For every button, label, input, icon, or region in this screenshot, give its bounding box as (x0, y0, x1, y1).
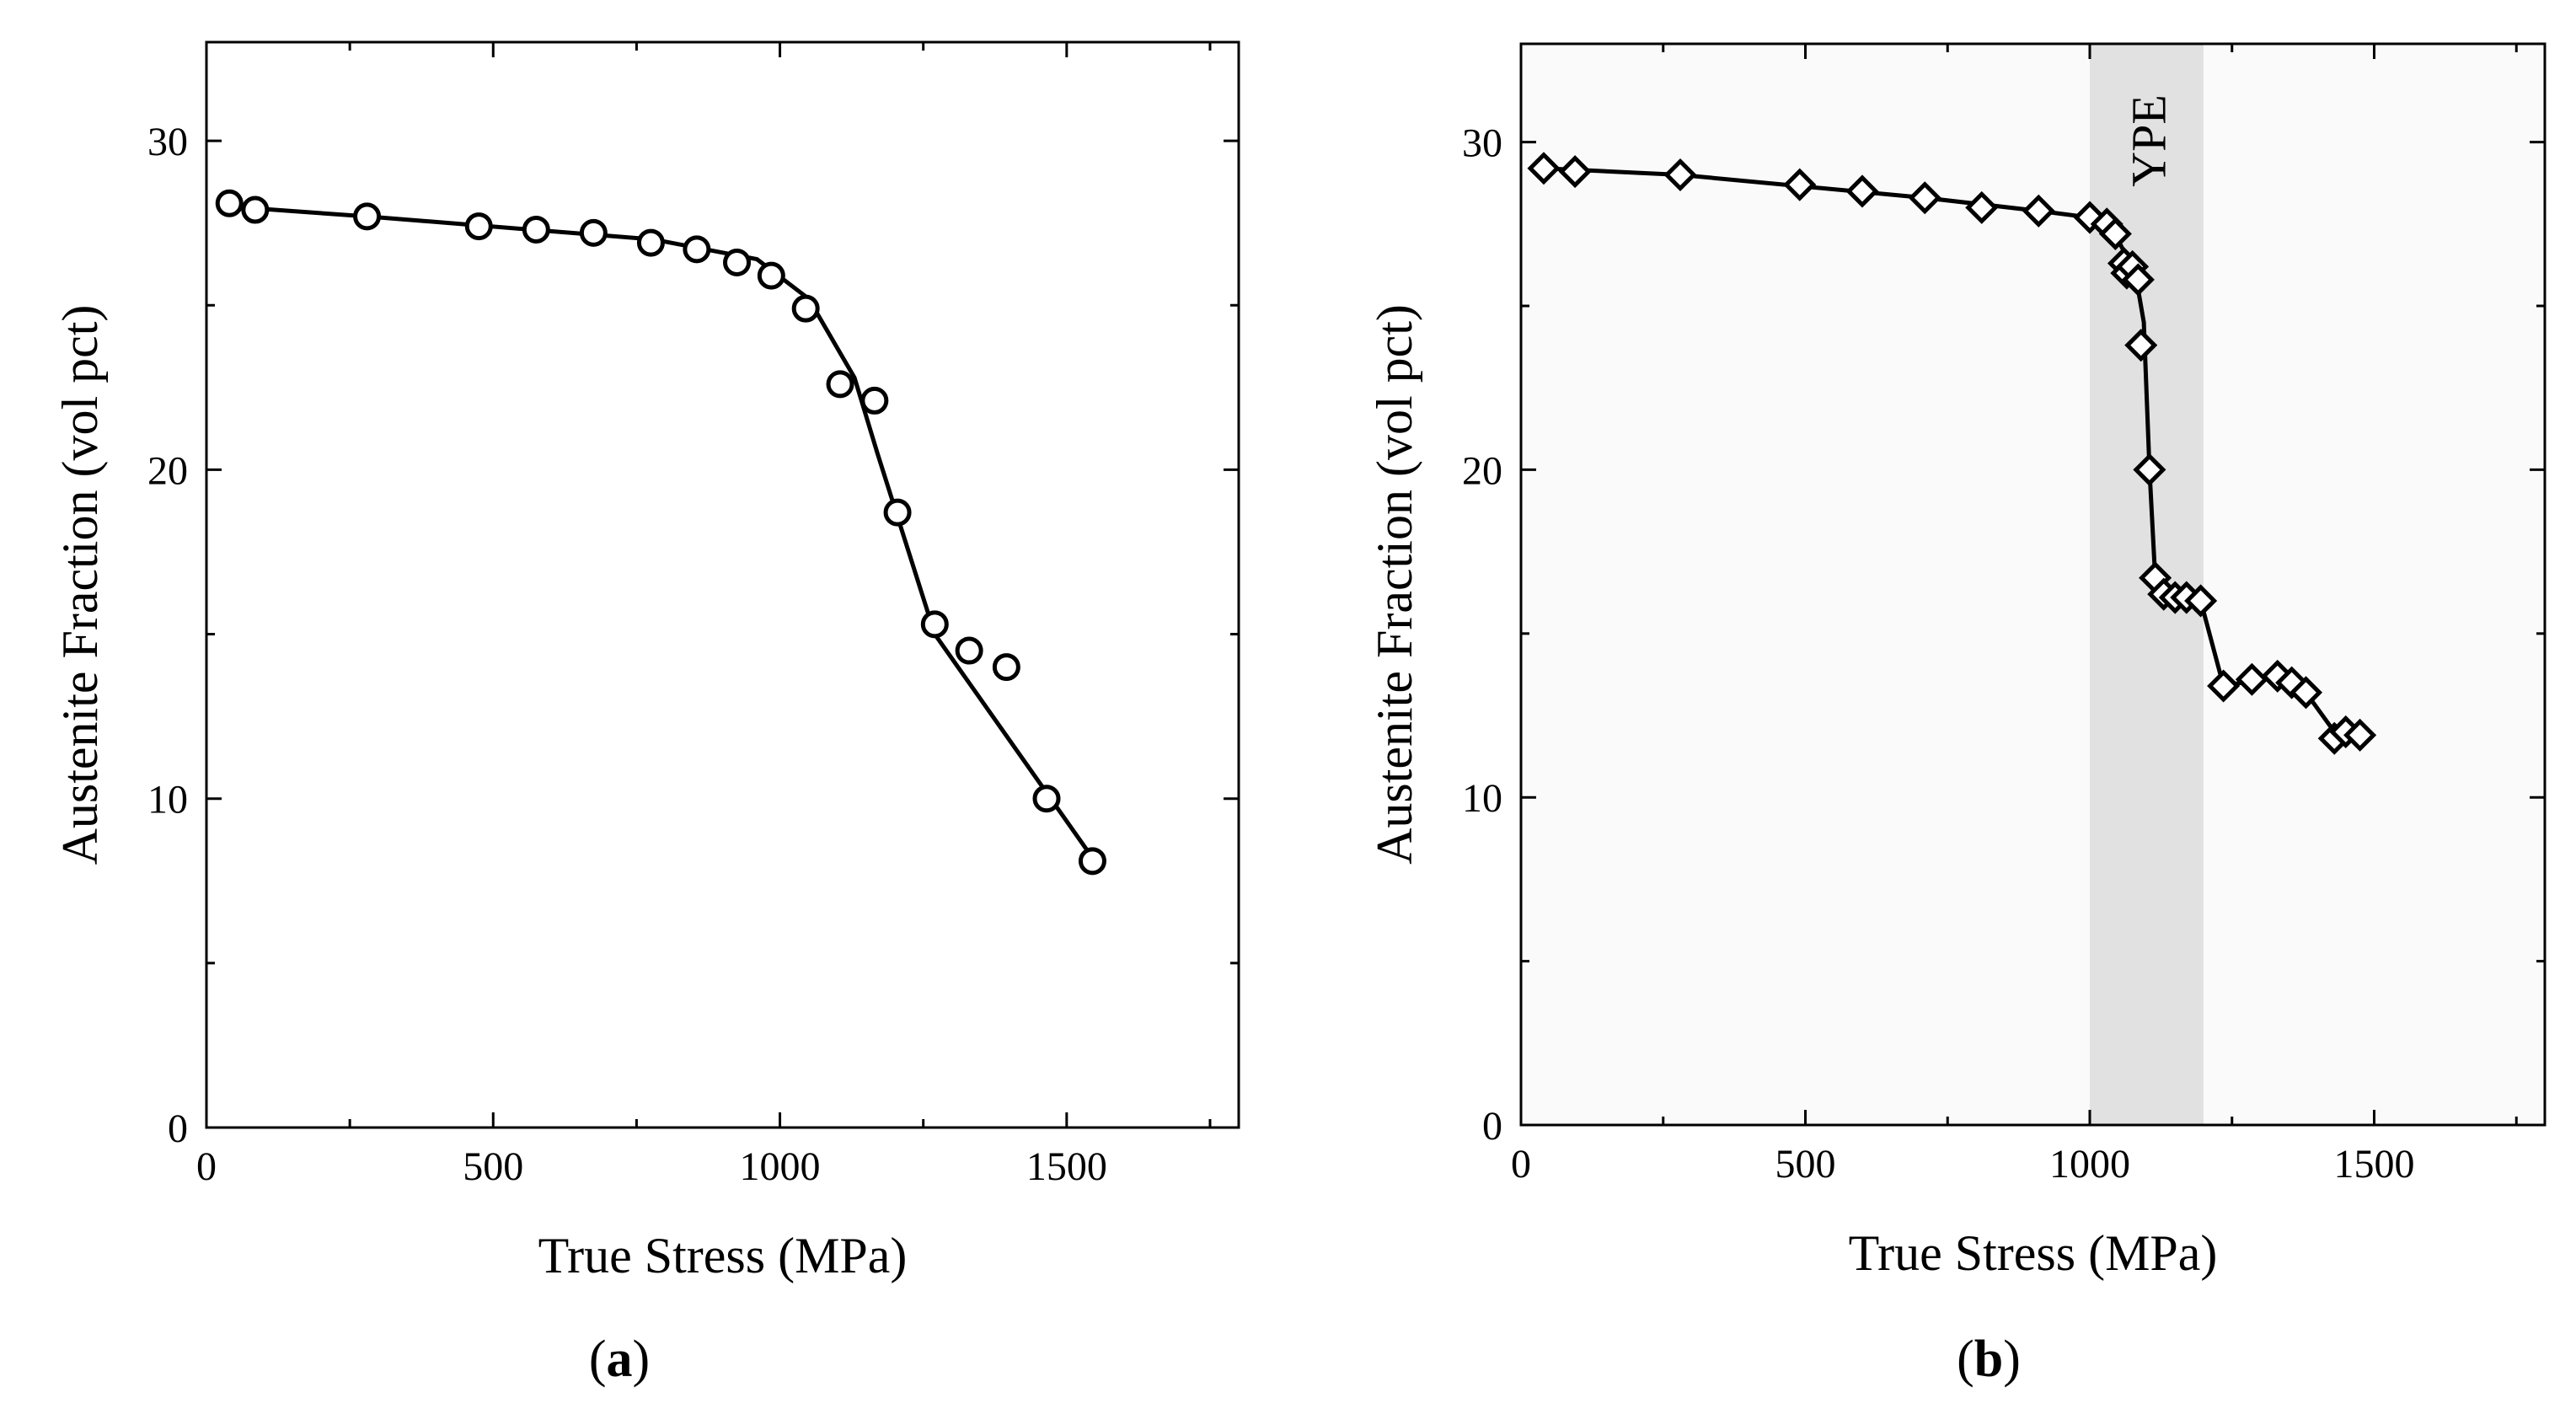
chart-b-x-tick-label: 500 (1775, 1142, 1836, 1187)
chart-a-data-point (464, 212, 493, 241)
chart-a-data-point (992, 653, 1020, 682)
chart-b-y-tick-label: 0 (1482, 1104, 1502, 1149)
chart-a-data-point (241, 196, 270, 224)
chart-b-y-tick-label: 20 (1462, 448, 1502, 493)
chart-b: YPE 0 500 1000 1500 0 10 20 30 True Stress (MPa) A… (1367, 42, 2547, 1281)
chart-b-data-point (1558, 155, 1592, 189)
chart-b-data-point (2098, 217, 2132, 251)
chart-a-x-tick-label: 0 (196, 1144, 217, 1189)
chart-b-plot-background (1521, 44, 2545, 1125)
chart-a-y-tick-label: 10 (147, 778, 188, 822)
chart-b-data-point (1663, 158, 1697, 192)
panel-label-b-letter: b (1974, 1331, 2004, 1388)
chart-b-y-axis-label: Austenite Fraction (vol pct) (1367, 304, 1422, 865)
chart-a-y-axis-label: Austenite Fraction (vol pct) (52, 305, 108, 865)
chart-a-data-point (883, 498, 912, 527)
chart-a-plot-frame (205, 40, 1240, 1129)
chart-b-data-point (1527, 152, 1561, 185)
chart-a-data-point (955, 636, 983, 665)
chart-b-x-tick-label: 1500 (2334, 1142, 2415, 1187)
panel-label-b: (b) (1957, 1331, 2021, 1388)
chart-panel-a: 0 500 1000 1500 0 10 20 30 True Stress (MPa) Aust… (0, 0, 1281, 1425)
chart-a-data-point (1078, 847, 1106, 876)
chart-b-data-point (2343, 718, 2377, 752)
chart-b-x-axis-label: True Stress (MPa) (1849, 1225, 2218, 1281)
chart-a-data-point (826, 370, 854, 399)
chart-b-data-point (1965, 190, 1999, 224)
chart-b-data-point (2184, 584, 2218, 618)
panel-label-a-letter: a (606, 1331, 633, 1388)
chart-b-data-point (1783, 168, 1817, 201)
chart-a-data-point (860, 386, 889, 415)
chart-a-x-tick-label: 1000 (740, 1144, 821, 1189)
chart-a-data-point (723, 249, 752, 277)
chart-a-data-point (215, 189, 244, 217)
chart-a-data-point (522, 215, 550, 244)
chart-a-data-point (683, 235, 711, 264)
chart-panel-b: YPE 0 500 1000 1500 0 10 20 30 True Stress (MPa) A… (1315, 0, 2576, 1425)
chart-b-data-point (2124, 329, 2158, 362)
chart-b-data-point (2022, 194, 2055, 228)
panel-label-a: (a) (588, 1331, 651, 1388)
chart-b-data-point (2235, 662, 2268, 696)
chart-a-x-tick-label: 500 (463, 1144, 523, 1189)
chart-b-data-point (1908, 181, 1941, 215)
chart-b-plot-frame (1519, 42, 2547, 1127)
chart-a-y-tick-label: 30 (147, 120, 188, 164)
chart-a-data-point (353, 202, 382, 231)
chart-b-y-tick-label: 30 (1462, 121, 1502, 166)
chart-a-data-point (757, 261, 785, 290)
chart-a-data-point (920, 610, 949, 639)
chart-a-y-tick-label: 0 (168, 1106, 188, 1151)
chart-b-y-tick-label: 10 (1462, 776, 1502, 821)
chart-a-fit-line (229, 204, 1095, 860)
chart-b-data-point (2289, 676, 2323, 710)
chart-a-data-point (636, 228, 665, 257)
chart-a-data-point (1032, 785, 1061, 813)
chart-a-data-point (579, 218, 608, 247)
chart-a-y-tick-label: 20 (147, 448, 188, 493)
chart-b-data-point (1845, 174, 1879, 208)
chart-b-x-tick-label: 0 (1511, 1142, 1531, 1187)
chart-a-x-axis-label: True Stress (MPa) (538, 1228, 908, 1283)
chart-b-x-tick-label: 1000 (2049, 1142, 2130, 1187)
chart-a-x-tick-label: 1500 (1026, 1144, 1107, 1189)
chart-b-data-point (2207, 669, 2241, 703)
chart-a-data-point (791, 294, 820, 323)
chart-b-data-point (2121, 263, 2155, 297)
chart-b-data-point (2133, 453, 2166, 486)
chart-a: 0 500 1000 1500 0 10 20 30 True Stress (MPa) Aust… (52, 40, 1240, 1283)
chart-b-band-label: YPE (2122, 94, 2177, 187)
